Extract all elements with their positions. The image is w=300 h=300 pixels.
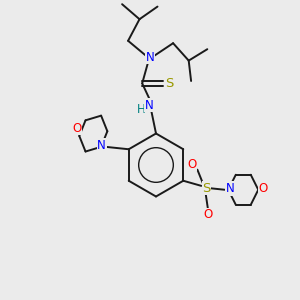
Text: O: O — [188, 158, 196, 171]
Text: S: S — [202, 182, 211, 195]
Text: S: S — [166, 77, 174, 90]
Text: N: N — [145, 99, 154, 112]
Text: O: O — [258, 182, 267, 195]
Text: N: N — [97, 139, 106, 152]
Text: N: N — [225, 182, 234, 195]
Text: N: N — [146, 51, 155, 64]
Text: O: O — [203, 208, 212, 221]
Text: H: H — [137, 103, 146, 116]
Text: O: O — [72, 122, 82, 135]
